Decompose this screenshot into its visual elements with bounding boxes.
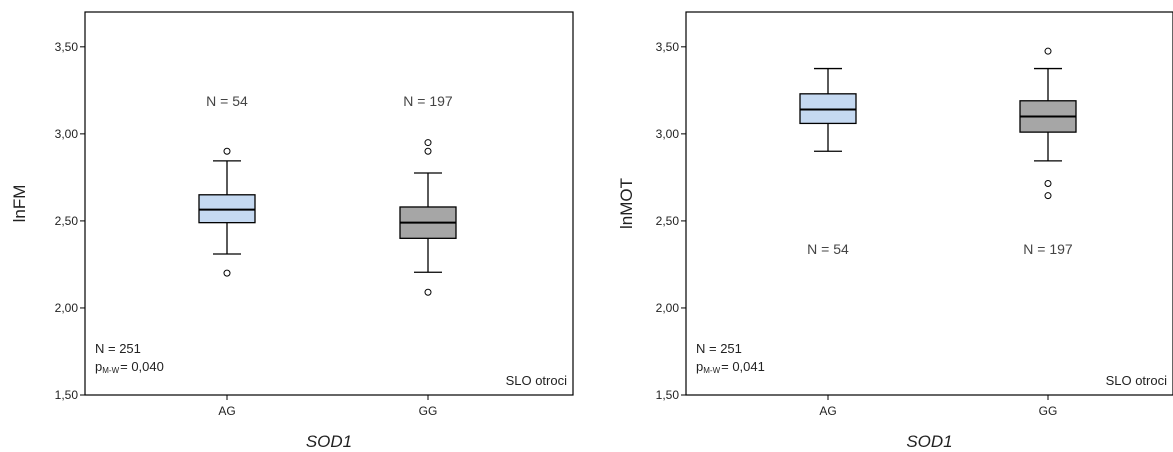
y-tick-label: 3,50 <box>656 40 680 54</box>
group-label: SLO otroci <box>506 373 568 388</box>
y-tick-label: 2,50 <box>656 214 680 228</box>
y-axis-title: lnFM <box>10 185 29 223</box>
x-tick-label: AG <box>819 404 836 418</box>
p-value-label: pM-W= 0,040 <box>95 359 164 375</box>
y-tick-label: 2,00 <box>55 301 79 315</box>
y-axis-title: lnMOT <box>617 178 636 229</box>
outlier-point <box>1044 179 1052 187</box>
plot-frame <box>84 11 574 396</box>
n-total-label: N = 251 <box>696 341 742 356</box>
p-value-number: = 0,040 <box>120 359 164 374</box>
n-label: N = 54 <box>807 241 849 257</box>
x-tick-label: GG <box>1039 404 1058 418</box>
box-ag: N = 54 <box>799 67 857 257</box>
outlier-point <box>424 288 432 296</box>
n-label: N = 197 <box>1023 241 1073 257</box>
n-label: N = 197 <box>403 93 453 109</box>
box-ag: N = 54 <box>198 93 256 277</box>
p-value-prefix: p <box>696 359 703 374</box>
outlier-point <box>1044 192 1052 200</box>
p-value-subscript: M-W <box>102 366 119 375</box>
p-value-number: = 0,041 <box>721 359 765 374</box>
group-label: SLO otroci <box>1106 373 1168 388</box>
outlier-point <box>223 269 231 277</box>
outlier-point <box>424 139 432 147</box>
n-label: N = 54 <box>206 93 248 109</box>
y-tick-label: 3,00 <box>55 127 79 141</box>
p-value-label: pM-W= 0,041 <box>696 359 765 375</box>
box-gg: N = 197 <box>399 93 457 296</box>
y-tick-label: 2,50 <box>55 214 79 228</box>
y-tick-label: 3,50 <box>55 40 79 54</box>
x-axis-title: SOD1 <box>906 432 952 451</box>
outlier-point <box>223 147 231 155</box>
box-gg: N = 197 <box>1019 47 1077 257</box>
y-tick-label: 1,50 <box>656 388 680 402</box>
y-tick-label: 1,50 <box>55 388 79 402</box>
x-tick-label: GG <box>419 404 438 418</box>
plot-frame <box>685 11 1173 396</box>
outlier-point <box>1044 47 1052 55</box>
outlier-point <box>424 147 432 155</box>
x-axis-title: SOD1 <box>306 432 352 451</box>
p-value-prefix: p <box>95 359 102 374</box>
y-tick-label: 2,00 <box>656 301 680 315</box>
p-value-subscript: M-W <box>703 366 720 375</box>
chart-panel-2: 1,50 2,00 2,50 3,00 3,50 AG GG SOD1 lnMOT N = 54 N… <box>617 11 1173 451</box>
x-tick-label: AG <box>218 404 235 418</box>
chart-panel-1: 1,50 2,00 2,50 3,00 3,50 AG GG SOD1 lnFM N = 54 N … <box>10 11 574 451</box>
y-tick-label: 3,00 <box>656 127 680 141</box>
n-total-label: N = 251 <box>95 341 141 356</box>
